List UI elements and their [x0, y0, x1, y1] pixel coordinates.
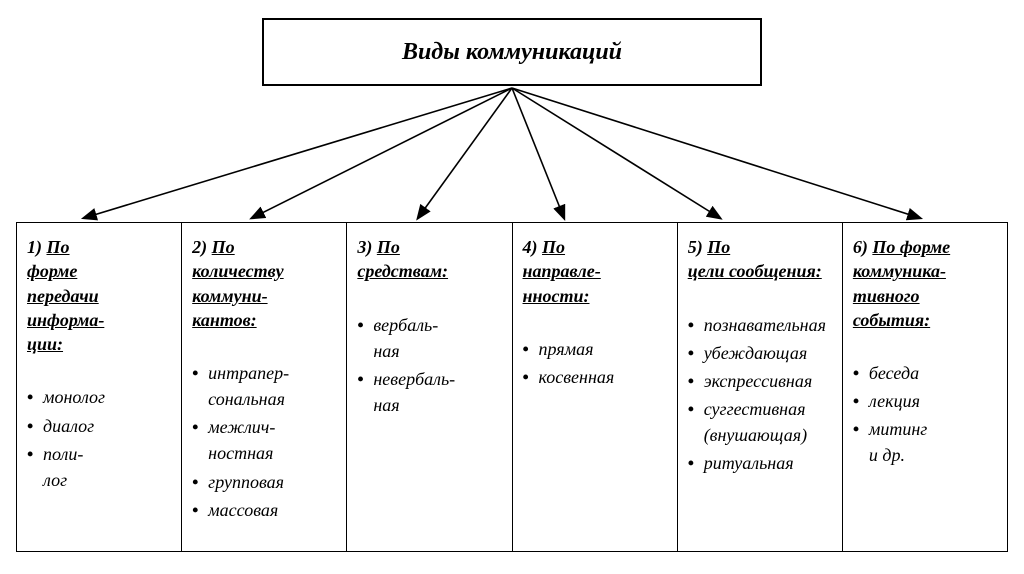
- column-heading: 3) Посредствам:: [357, 235, 501, 284]
- list-item: прямая: [523, 336, 667, 362]
- list-item: ритуальная: [688, 450, 832, 476]
- column-heading: 6) По формекоммуника-тивногособытия:: [853, 235, 997, 332]
- arrow-1: [84, 88, 512, 218]
- column-6: 6) По формекоммуника-тивногособытия: бесе…: [843, 222, 1008, 552]
- diagram-title: Виды коммуникаций: [262, 18, 762, 86]
- column-4: 4) Понаправле-нности: прямаякосвенная: [513, 222, 678, 552]
- column-heading: 1) Поформепередачиинформа-ции:: [27, 235, 171, 356]
- list-item: убеждающая: [688, 340, 832, 366]
- column-list: интрапер-сональнаямежлич-ностная группова…: [192, 360, 336, 523]
- list-item: познавательная: [688, 312, 832, 338]
- list-item: вербаль-ная: [357, 312, 501, 364]
- column-heading: 5) Поцели сообщения:: [688, 235, 832, 284]
- list-item: поли-лог: [27, 441, 171, 493]
- arrow-3: [418, 88, 512, 218]
- column-list: прямаякосвенная: [523, 336, 667, 390]
- arrow-4: [512, 88, 564, 218]
- list-item: экспрессивная: [688, 368, 832, 394]
- column-2: 2) Поколичествукоммуни-кантов: интрапер-с…: [182, 222, 347, 552]
- arrow-5: [512, 88, 720, 218]
- list-item: монолог: [27, 384, 171, 410]
- list-item: косвенная: [523, 364, 667, 390]
- list-item: массовая: [192, 497, 336, 523]
- column-1: 1) Поформепередачиинформа-ции: монолог диа…: [16, 222, 182, 552]
- list-item: интрапер-сональная: [192, 360, 336, 412]
- arrow-2: [252, 88, 512, 218]
- column-list: беседалекциямитинги др.: [853, 360, 997, 468]
- column-5: 5) Поцели сообщения: познавательнаяубежда…: [678, 222, 843, 552]
- column-3: 3) Посредствам: вербаль-наяневербаль-ная: [347, 222, 512, 552]
- column-list: монолог диалогполи-лог: [27, 384, 171, 492]
- columns-container: 1) Поформепередачиинформа-ции: монолог диа…: [16, 222, 1008, 552]
- list-item: лекция: [853, 388, 997, 414]
- list-item: суггестивная(внушающая): [688, 396, 832, 448]
- list-item: беседа: [853, 360, 997, 386]
- column-list: вербаль-наяневербаль-ная: [357, 312, 501, 418]
- column-heading: 2) Поколичествукоммуни-кантов:: [192, 235, 336, 332]
- list-item: диалог: [27, 413, 171, 439]
- arrow-6: [512, 88, 920, 218]
- column-heading: 4) Понаправле-нности:: [523, 235, 667, 308]
- list-item: митинги др.: [853, 416, 997, 468]
- list-item: невербаль-ная: [357, 366, 501, 418]
- list-item: межлич-ностная: [192, 414, 336, 466]
- list-item: групповая: [192, 469, 336, 495]
- column-list: познавательнаяубеждающаяэкспрессивнаясуг…: [688, 312, 832, 477]
